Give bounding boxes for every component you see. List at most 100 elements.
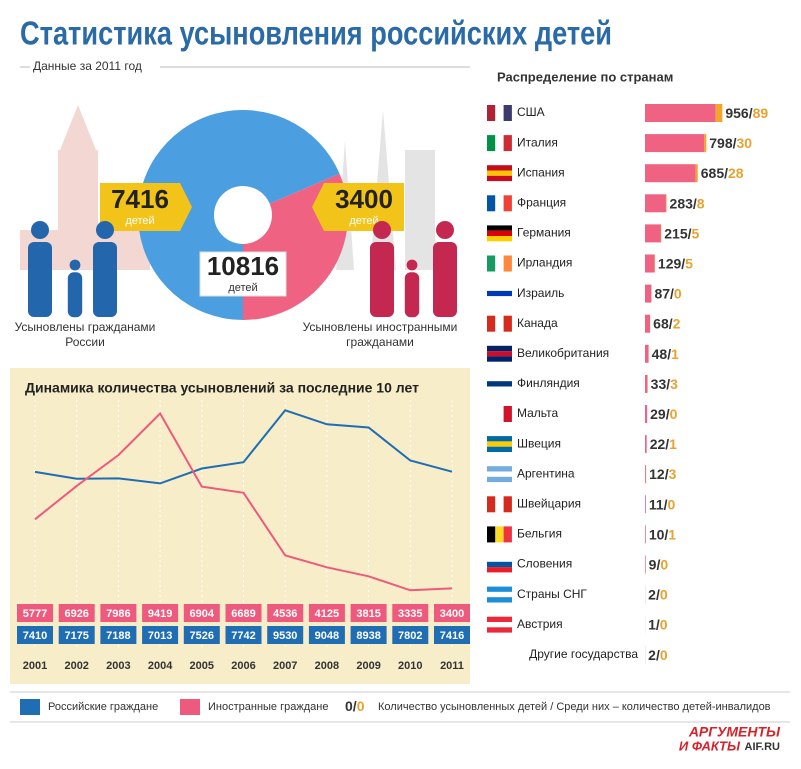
page-title: Статистика усыновления российских детей [20,15,612,52]
value-disabled: 5 [685,255,693,271]
value-label: 6689 [231,608,255,620]
flag-part [487,165,512,171]
value-label: 685/28 [701,165,744,181]
value-separator: / [664,526,668,542]
value-label: 87/0 [654,285,681,301]
flag-part [487,381,512,387]
total-unit: детей [228,282,257,294]
value-label: 7175 [64,630,88,642]
value-label-box [392,604,429,622]
bar [645,314,651,333]
legend-sample-sep: / [353,698,357,714]
value-label: 283/8 [670,195,705,211]
pie-label: Усыновлены иностранными гражданами [303,320,458,349]
x-tick-label: 2001 [23,660,47,672]
value-label: 7013 [148,630,172,642]
person-head [373,221,391,239]
callout-box [312,183,404,231]
flag-part [495,255,504,272]
flag-part [487,255,496,272]
value-label: 7526 [190,630,214,642]
x-tick-label: 2003 [106,660,130,672]
legend-sample-disabled: 0 [357,698,365,714]
value-disabled: 3 [669,466,677,482]
flag-part [487,471,512,477]
flag-part [487,526,496,543]
value-disabled: 0 [660,647,668,663]
x-tick-label: 2005 [190,660,214,672]
pie-label-line: Усыновлены иностранными [303,320,458,334]
flag-part [495,496,504,513]
person-head [436,221,454,239]
flag-part [487,561,512,568]
y-tick-label: Ирландия [517,256,572,270]
flag-part [487,496,496,513]
value-total: 283 [670,195,694,211]
callout-value: 7416 [111,184,169,214]
value-total: 22 [650,436,666,452]
value-total: 2 [648,647,656,663]
value-separator: / [665,436,669,452]
y-tick-label: Италия [517,135,558,149]
bar [645,555,646,574]
value-label: 33/3 [651,376,678,392]
flag-part [487,356,512,362]
value-separator: / [667,346,671,362]
flag-part [487,446,512,452]
y-tick-label: Мальта [517,406,558,420]
flag-part [487,296,512,302]
flag-part [487,436,512,442]
value-disabled: 8 [697,195,705,211]
value-label: 7188 [106,630,130,642]
flag-part [487,406,496,422]
flag-part [487,105,496,121]
flag-part [487,315,496,332]
value-label-box [392,626,429,644]
y-tick-label: Германия [517,226,571,240]
flag-part [487,175,512,182]
flag-part [487,225,512,231]
person-head [96,221,114,239]
bar [645,374,648,393]
value-total: 1 [648,616,656,632]
bar-disabled [665,194,667,213]
subtitle: Данные за 2011 год [33,59,142,73]
y-tick-label: Другие государства [529,647,638,661]
value-disabled: 0 [660,586,668,602]
line-series [34,411,453,592]
y-tick-label: Аргентина [517,466,575,480]
value-label: 8938 [356,630,380,642]
value-label: 68/2 [653,315,680,331]
bar [645,284,652,303]
value-label-box [434,626,470,644]
legend-swatch [20,699,40,715]
flag-part [487,351,512,357]
value-label: 3815 [356,608,380,620]
person-body [28,242,52,317]
flag-part [495,526,504,543]
flag-part [503,315,512,332]
value-label-box [267,604,304,622]
flag-part [487,345,512,352]
flag-part [487,386,512,392]
flag-part [487,135,496,152]
flag-part [503,195,512,212]
logo-site: AIF.RU [745,741,781,753]
value-separator: / [656,616,660,632]
pie-label-line: гражданами [346,335,414,349]
value-label: 1/0 [648,616,668,632]
value-disabled: 0 [674,285,682,301]
flag-part [503,406,512,422]
value-disabled: 1 [671,346,679,362]
y-tick-label: Канада [517,316,558,330]
flag-part [487,375,512,382]
person-head [31,221,49,239]
flag-part [495,406,504,422]
flag-part [503,526,512,543]
bar [645,405,648,423]
value-label: 7742 [231,630,255,642]
pie-label: Усыновлены гражданами России [15,320,156,349]
y-tick-label: Швейцария [517,496,581,510]
value-label: 9048 [315,630,339,642]
